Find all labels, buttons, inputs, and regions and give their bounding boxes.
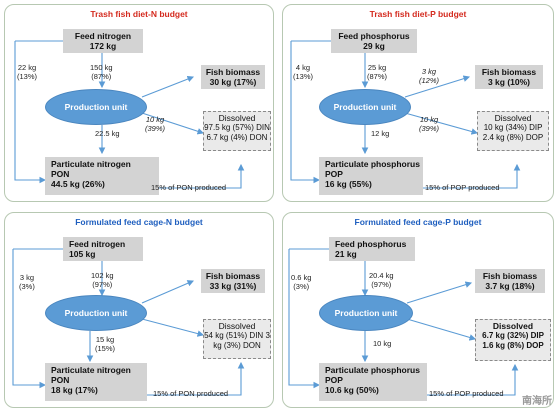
bypass-label: 3 kg (3%) — [19, 273, 35, 291]
bypass-label: 4 kg (13%) — [293, 63, 314, 81]
dissolved-flow-label: 10 kg (39%) — [419, 115, 440, 133]
particulate-flow-label: 22.5 kg — [95, 129, 120, 138]
panel-formulated-n: Formulated feed cage-N budget Feed nitro… — [4, 212, 274, 408]
biomass-flow-label: 3 kg (12%) — [419, 67, 440, 85]
feed-box: Feed phosphorus 21 kg — [329, 237, 415, 261]
dissolved-flow-label: 10 kg (39%) — [145, 115, 166, 133]
flow-arrows — [14, 40, 245, 189]
particulate-flow-label: 15 kg (15%) — [95, 335, 116, 353]
bypass-label: 0.6 kg (3%) — [291, 273, 312, 291]
dissolved-box: Dissolved 54 kg (51%) DIN 3 kg (3%) DON — [203, 319, 271, 359]
feed-flow-label: 102 kg (97%) — [91, 271, 114, 289]
particulate-flow-label: 10 kg — [373, 339, 392, 348]
production-unit: Production unit — [45, 89, 147, 125]
produced-note: 15% of PON produced — [153, 389, 229, 398]
flow-arrows — [290, 40, 521, 189]
produced-note: 15% of POP produced — [425, 183, 500, 192]
feed-box: Feed nitrogen 105 kg — [63, 237, 143, 261]
panel-trash-fish-p: Trash fish diet-P budget Feed phosphorus… — [282, 4, 554, 202]
fish-biomass-box: Fish biomass 3.7 kg (18%) — [475, 269, 545, 293]
particulate-box: Particulate nitrogen PON 44.5 kg (26%) — [45, 157, 159, 195]
particulate-box: Particulate phosphorus POP 10.6 kg (50%) — [319, 363, 427, 401]
production-unit: Production unit — [319, 295, 413, 331]
flow-arrows — [288, 248, 519, 396]
panel-title: Trash fish diet-P budget — [369, 9, 467, 19]
feed-flow-label: 150 kg (87%) — [90, 63, 113, 81]
fish-biomass-box: Fish biomass 30 kg (17%) — [201, 65, 265, 89]
panel-title: Trash fish diet-N budget — [90, 9, 188, 19]
produced-note: 15% of PON produced — [151, 183, 227, 192]
panel-formulated-p: Formulated feed cage-P budget Feed phosp… — [282, 212, 554, 408]
feed-flow-label: 20.4 kg (97%) — [369, 271, 394, 289]
particulate-flow-label: 12 kg — [371, 129, 390, 138]
panel-title: Formulated feed cage-N budget — [75, 217, 203, 227]
panel-title: Formulated feed cage-P budget — [354, 217, 482, 227]
production-unit: Production unit — [45, 295, 147, 331]
flow-arrows — [12, 248, 245, 396]
bypass-label: 22 kg (13%) — [17, 63, 38, 81]
watermark: 南海所 — [522, 396, 552, 407]
dissolved-box: Dissolved 10 kg (34%) DIP 2.4 kg (8%) DO… — [477, 111, 549, 151]
dissolved-box: Dissolved 97.5 kg (57%) DIN 6.7 kg (4%) … — [203, 111, 271, 151]
feed-box: Feed nitrogen 172 kg — [63, 29, 143, 53]
feed-box: Feed phosphorus 29 kg — [331, 29, 417, 53]
produced-note: 15% of POP produced — [429, 389, 504, 398]
fish-biomass-box: Fish biomass 33 kg (31%) — [201, 269, 265, 293]
particulate-box: Particulate phosphorus POP 16 kg (55%) — [319, 157, 423, 195]
production-unit: Production unit — [319, 89, 411, 125]
particulate-box: Particulate nitrogen PON 18 kg (17%) — [45, 363, 147, 401]
panel-trash-fish-n: Trash fish diet-N budget Feed nitrogen 1… — [4, 4, 274, 202]
feed-flow-label: 25 kg (87%) — [367, 63, 388, 81]
dissolved-box: Dissolved 6.7 kg (32%) DIP 1.6 kg (8%) D… — [475, 319, 551, 361]
fish-biomass-box: Fish biomass 3 kg (10%) — [475, 65, 543, 89]
